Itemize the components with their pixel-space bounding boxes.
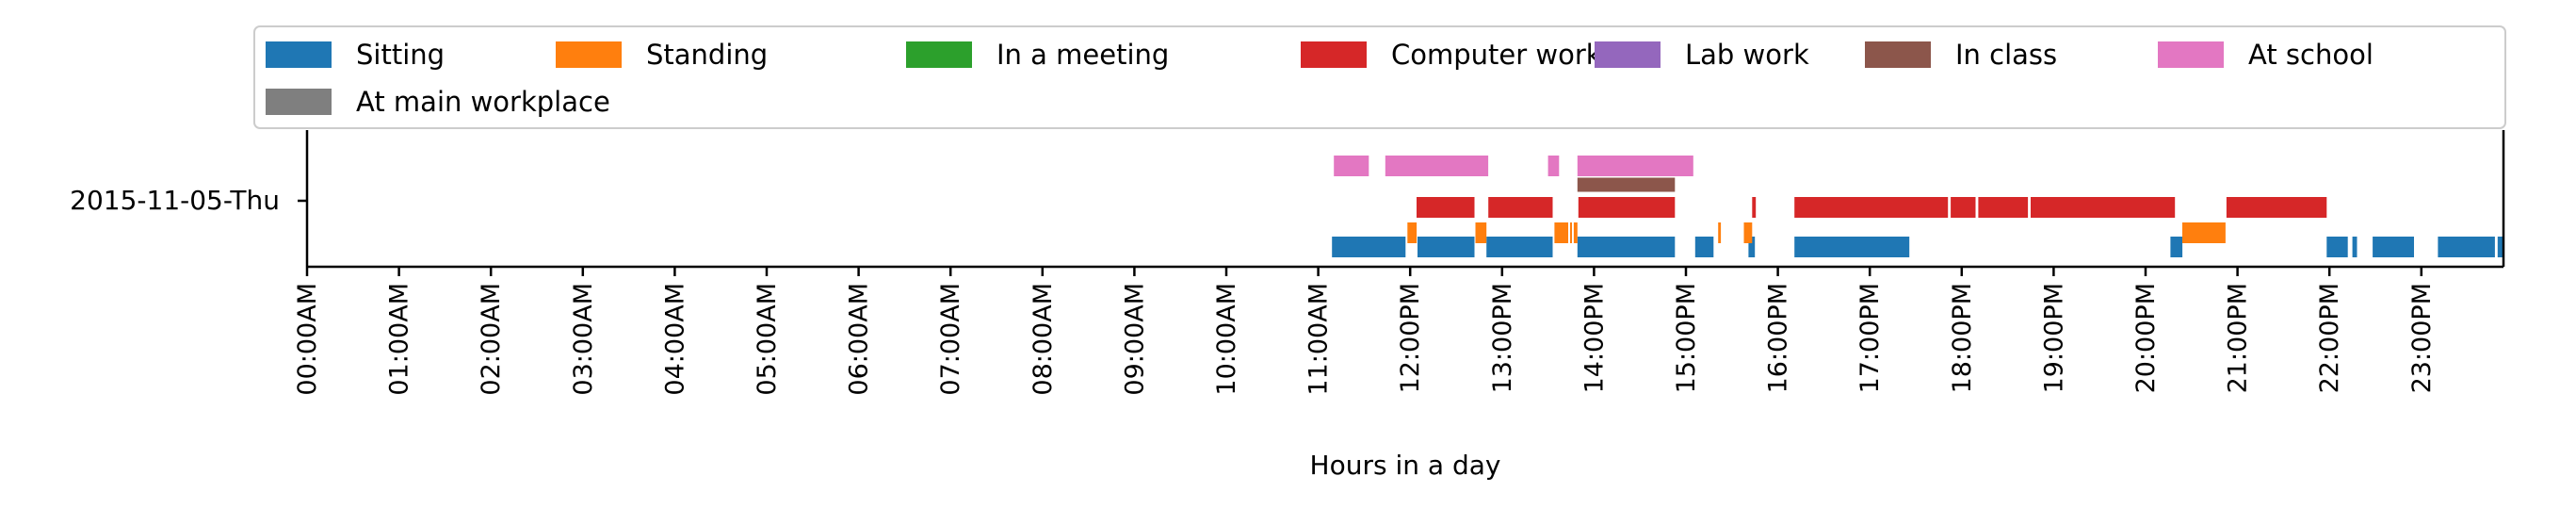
x-tick-label: 06:00AM — [845, 283, 874, 396]
activity-bars — [1332, 156, 2504, 257]
bar-standing-1 — [1475, 222, 1487, 243]
bar-sitting-1 — [1418, 237, 1475, 257]
legend: Sitting Standing In a meeting Computer work… — [253, 25, 2506, 129]
legend-label: At main workplace — [356, 86, 610, 118]
legend-swatch — [2158, 41, 2224, 68]
bar-computer-work-3 — [1752, 197, 1757, 218]
legend-entry-in-class: In class — [1865, 39, 2057, 71]
x-tick-label: 09:00AM — [1120, 283, 1149, 396]
bar-computer-work-1 — [1488, 197, 1553, 218]
bar-standing-0 — [1407, 222, 1418, 243]
x-tick-label: 23:00PM — [2407, 283, 2437, 393]
x-tick-label: 10:00AM — [1212, 283, 1241, 396]
bar-sitting-7 — [2170, 237, 2183, 257]
legend-entry-sitting: Sitting — [266, 39, 445, 71]
x-tick-label: 12:00PM — [1396, 283, 1425, 393]
legend-swatch — [1865, 41, 1931, 68]
x-tick-label: 14:00PM — [1580, 283, 1609, 393]
x-axis-ticks: 00:00AM 01:00AM 02:00AM 03:00AM 04:00AM 05:00… — [293, 267, 2437, 396]
x-tick-label: 18:00PM — [1948, 283, 1977, 393]
legend-entry-at-school: At school — [2158, 39, 2373, 71]
bar-sitting-5 — [1748, 237, 1756, 257]
legend-entry-computer-work: Computer work — [1301, 39, 1602, 71]
bar-at-school-0 — [1334, 156, 1369, 176]
bar-at-school-3 — [1577, 156, 1693, 176]
legend-entry-in-a-meeting: In a meeting — [906, 39, 1169, 71]
bar-standing-3 — [1570, 222, 1572, 243]
bar-standing-7 — [2182, 222, 2226, 243]
legend-swatch — [1595, 41, 1661, 68]
bar-sitting-8 — [2326, 237, 2348, 257]
bar-standing-2 — [1554, 222, 1568, 243]
bar-computer-work-0 — [1417, 197, 1475, 218]
x-tick-label: 04:00AM — [660, 283, 689, 396]
bar-computer-work-4 — [1794, 197, 1949, 218]
legend-entry-lab-work: Lab work — [1595, 39, 1809, 71]
legend-swatch — [906, 41, 972, 68]
legend-swatch — [266, 89, 332, 115]
x-tick-label: 11:00AM — [1304, 283, 1334, 396]
x-tick-label: 08:00AM — [1029, 283, 1058, 396]
bar-sitting-11 — [2438, 237, 2495, 257]
bar-sitting-2 — [1486, 237, 1553, 257]
x-tick-label: 13:00PM — [1488, 283, 1517, 393]
bar-at-school-2 — [1547, 156, 1560, 176]
x-tick-label: 02:00AM — [477, 283, 506, 396]
bar-at-school-1 — [1385, 156, 1489, 176]
y-tick-label: 2015-11-05-Thu — [70, 185, 280, 216]
legend-frame — [253, 25, 2506, 129]
legend-label: Computer work — [1391, 39, 1602, 71]
legend-label: At school — [2248, 39, 2373, 71]
x-tick-label: 20:00PM — [2131, 283, 2161, 393]
bar-computer-work-2 — [1578, 197, 1676, 218]
legend-label: Sitting — [356, 39, 445, 71]
x-tick-label: 17:00PM — [1855, 283, 1885, 393]
x-tick-label: 21:00PM — [2224, 283, 2253, 393]
bar-computer-work-8 — [2226, 197, 2327, 218]
legend-label: In a meeting — [996, 39, 1169, 71]
bar-sitting-10 — [2373, 237, 2414, 257]
bar-sitting-12 — [2497, 237, 2504, 257]
bar-sitting-4 — [1694, 237, 1714, 257]
bar-standing-6 — [1743, 222, 1753, 243]
x-tick-label: 19:00PM — [2039, 283, 2068, 393]
x-tick-label: 22:00PM — [2315, 283, 2344, 393]
x-tick-label: 07:00AM — [936, 283, 965, 396]
legend-swatch — [556, 41, 622, 68]
bar-sitting-0 — [1332, 237, 1406, 257]
x-tick-label: 16:00PM — [1764, 283, 1793, 393]
bar-standing-4 — [1573, 222, 1578, 243]
x-tick-label: 01:00AM — [385, 283, 414, 396]
bar-computer-work-5 — [1951, 197, 1976, 218]
x-tick-label: 00:00AM — [293, 283, 322, 396]
bar-computer-work-7 — [2031, 197, 2176, 218]
x-tick-label: 15:00PM — [1672, 283, 1701, 393]
bar-computer-work-6 — [1978, 197, 2029, 218]
legend-entry-at-main-workplace: At main workplace — [266, 86, 610, 118]
legend-label: Lab work — [1685, 39, 1809, 71]
x-tick-label: 05:00AM — [753, 283, 782, 396]
legend-entry-standing: Standing — [556, 39, 768, 71]
bar-standing-5 — [1718, 222, 1722, 243]
bar-sitting-9 — [2352, 237, 2357, 257]
x-tick-label: 03:00AM — [569, 283, 598, 396]
legend-swatch — [266, 41, 332, 68]
axes — [298, 130, 2505, 269]
legend-swatch — [1301, 41, 1367, 68]
bar-sitting-6 — [1794, 237, 1910, 257]
bar-in-class-0 — [1577, 177, 1676, 192]
legend-label: Standing — [646, 39, 768, 71]
x-axis-label: Hours in a day — [1310, 450, 1501, 481]
legend-label: In class — [1955, 39, 2057, 71]
bar-sitting-3 — [1577, 237, 1676, 257]
